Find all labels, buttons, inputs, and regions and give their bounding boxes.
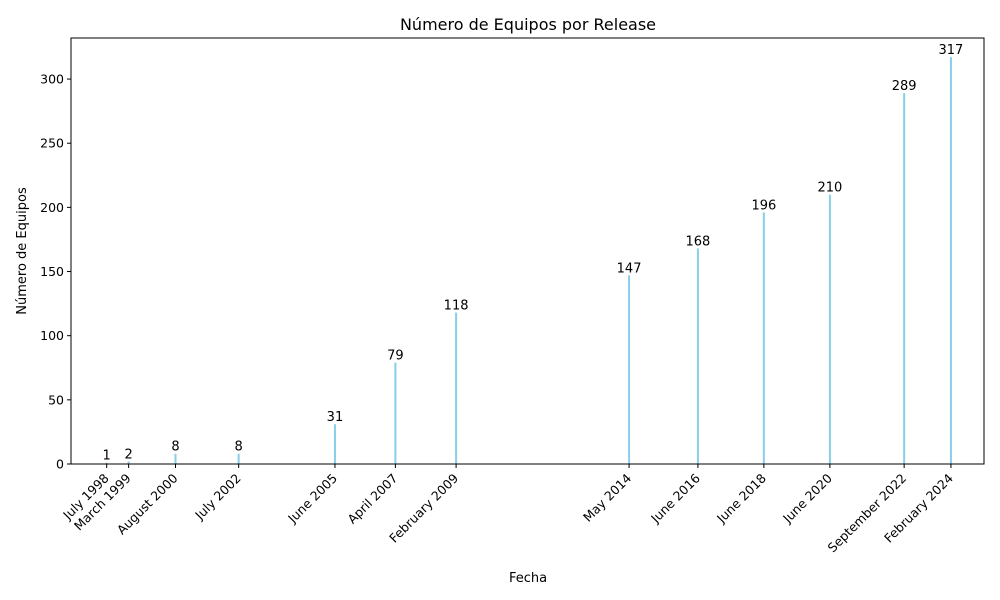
bar	[628, 275, 631, 464]
bar	[105, 462, 108, 464]
data-label: 8	[235, 440, 243, 455]
x-tick-label: April 2007	[344, 471, 400, 527]
y-tick-label: 300	[40, 72, 64, 87]
x-tick-label: June 2020	[779, 470, 835, 526]
y-tick-label: 200	[40, 200, 64, 215]
data-label: 168	[685, 234, 710, 249]
data-label: 79	[387, 349, 404, 364]
bar	[394, 362, 397, 464]
chart-title: Número de Equipos por Release	[400, 15, 656, 34]
data-label: 147	[617, 261, 642, 276]
x-tick-label: June 2016	[647, 470, 703, 526]
data-label: 210	[817, 181, 842, 196]
x-axis-label: Fecha	[509, 571, 547, 586]
y-tick-label: 150	[40, 264, 64, 279]
data-label: 1	[103, 449, 111, 464]
bar	[949, 57, 952, 465]
y-tick-label: 250	[40, 136, 64, 151]
bar	[127, 461, 130, 464]
data-label: 317	[939, 43, 964, 58]
bar	[903, 93, 906, 465]
bar	[237, 453, 240, 464]
bar	[762, 212, 765, 464]
data-label: 8	[171, 440, 179, 455]
y-tick-label: 50	[48, 392, 64, 407]
x-tick-label: September 2022	[824, 471, 909, 556]
x-tick-label: July 2002	[191, 471, 244, 524]
x-tick-label: June 2018	[713, 470, 769, 526]
bar	[828, 194, 831, 464]
y-tick-label: 100	[40, 328, 64, 343]
y-axis-label: Número de Equipos	[15, 187, 30, 315]
bar	[333, 424, 336, 464]
plot-frame	[70, 37, 985, 465]
data-label: 2	[124, 447, 132, 462]
x-tick-label: May 2014	[580, 470, 634, 524]
data-label: 196	[751, 199, 776, 214]
data-label: 31	[327, 410, 344, 425]
bar	[696, 248, 699, 464]
y-tick-label: 0	[56, 457, 64, 472]
bar	[455, 312, 458, 464]
data-label: 289	[892, 79, 917, 94]
bar	[174, 453, 177, 464]
data-label: 118	[444, 299, 469, 314]
x-tick-label: June 2005	[284, 471, 340, 527]
